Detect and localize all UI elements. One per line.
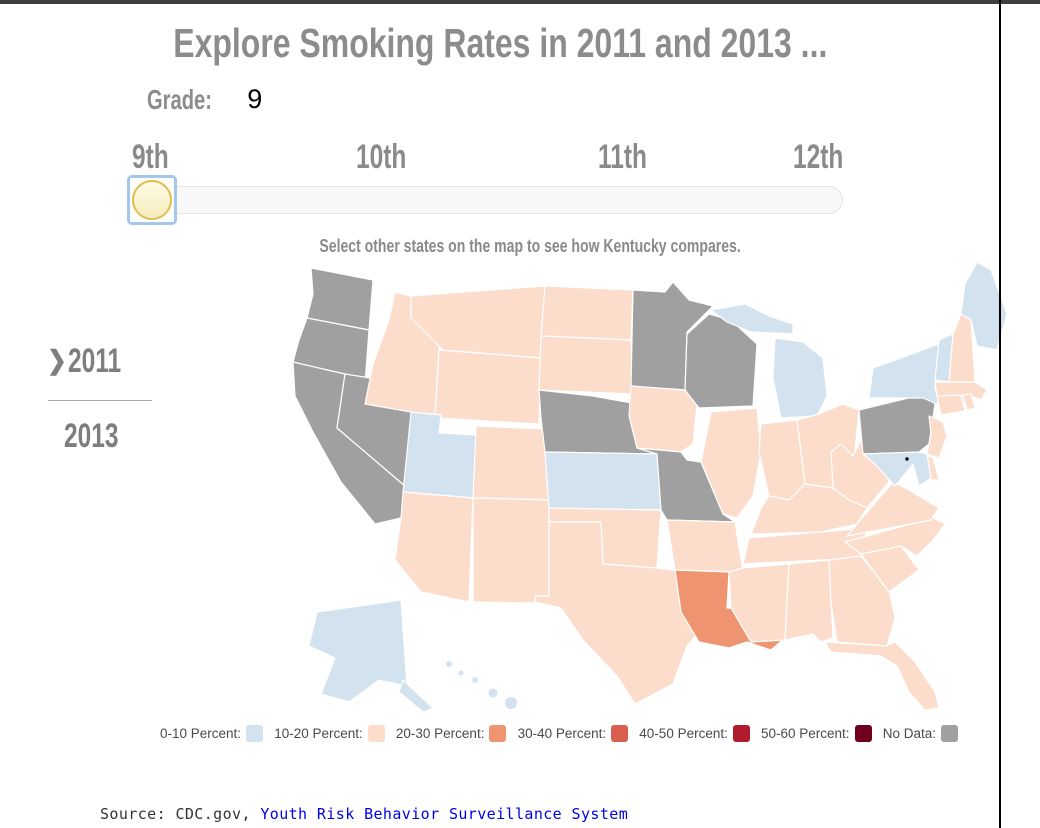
state-HI-island[interactable] xyxy=(446,661,452,667)
legend-label: No Data: xyxy=(882,726,936,741)
legend-label: 0-10 Percent: xyxy=(160,726,242,741)
source-text: Source: CDC.gov, Youth Risk Behavior Sur… xyxy=(100,805,628,823)
right-frame-line xyxy=(999,0,1001,828)
state-UT[interactable] xyxy=(402,411,477,499)
state-WY[interactable] xyxy=(434,349,542,425)
legend-label: 30-40 Percent: xyxy=(517,726,607,741)
tick-label-11th: 11th xyxy=(598,138,647,176)
state-RI[interactable] xyxy=(962,393,976,411)
tick-label-12th: 12th xyxy=(793,138,844,176)
year-2011-label: 2011 xyxy=(67,342,121,380)
legend-item: 30-40 Percent: xyxy=(518,725,629,742)
grade-label: Grade: xyxy=(147,84,212,115)
state-HI-island[interactable] xyxy=(472,677,478,683)
grade-slider-handle[interactable] xyxy=(127,175,177,225)
state-ME[interactable] xyxy=(960,261,1008,351)
state-IL[interactable] xyxy=(700,407,762,519)
year-item-2013[interactable]: 2013 xyxy=(46,417,166,461)
state-NC[interactable] xyxy=(844,517,946,557)
legend-item: 40-50 Percent: xyxy=(639,725,750,742)
legend-label: 50-60 Percent: xyxy=(761,726,850,741)
state-TX[interactable] xyxy=(534,521,714,705)
selected-year-chevron-icon: ❯ xyxy=(47,345,67,375)
legend-swatch xyxy=(246,725,264,742)
tick-label-9th: 9th xyxy=(132,138,169,176)
grade-value: 9 xyxy=(247,84,263,114)
state-NJ[interactable] xyxy=(926,415,948,459)
legend-swatch xyxy=(489,725,507,742)
state-FL[interactable] xyxy=(824,641,940,711)
legend-label: 20-30 Percent: xyxy=(395,726,485,741)
legend-item: No Data: xyxy=(883,725,958,742)
legend-item: 0-10 Percent: xyxy=(160,725,264,742)
legend-item: 50-60 Percent: xyxy=(761,725,872,742)
tick-label-10th: 10th xyxy=(356,138,407,176)
source-prefix: Source: CDC.gov, xyxy=(100,805,261,823)
state-HI-island[interactable] xyxy=(505,697,517,709)
year-2013-label: 2013 xyxy=(64,417,119,455)
dc-marker-dot xyxy=(905,457,909,461)
legend-swatch xyxy=(940,725,958,742)
state-MI[interactable] xyxy=(772,337,828,419)
state-AK[interactable] xyxy=(308,599,408,703)
page-title-text: Explore Smoking Rates in 2011 and 2013 .… xyxy=(172,20,828,66)
grade-readout: Grade: 9 xyxy=(147,84,262,116)
legend-swatch xyxy=(854,725,872,742)
legend-swatch xyxy=(732,725,750,742)
state-SD[interactable] xyxy=(538,335,634,395)
year-item-2011[interactable]: ❯2011 xyxy=(46,342,166,386)
state-PA[interactable] xyxy=(858,393,936,455)
us-map-svg xyxy=(292,261,1008,713)
state-AZ[interactable] xyxy=(394,491,474,603)
state-AR[interactable] xyxy=(666,519,744,573)
state-NH[interactable] xyxy=(948,313,976,383)
legend-label: 10-20 Percent: xyxy=(274,726,363,741)
us-choropleth-map xyxy=(283,256,1013,716)
source-link[interactable]: Youth Risk Behavior Surveillance System xyxy=(260,805,629,823)
year-nav: ❯2011 2013 xyxy=(46,342,166,461)
state-WI[interactable] xyxy=(684,313,758,409)
state-MO[interactable] xyxy=(636,447,736,523)
state-AK-panhandle[interactable] xyxy=(398,679,434,713)
grade-slider-track[interactable] xyxy=(131,186,843,214)
legend: 0-10 Percent: 10-20 Percent: 20-30 Percent… xyxy=(160,725,958,742)
state-IA[interactable] xyxy=(628,385,698,453)
legend-swatch xyxy=(611,725,629,742)
top-border-bar xyxy=(0,0,1040,4)
legend-label: 40-50 Percent: xyxy=(639,726,728,741)
state-ND[interactable] xyxy=(540,285,634,341)
page-title: Explore Smoking Rates in 2011 and 2013 .… xyxy=(0,20,1000,67)
state-HI-island[interactable] xyxy=(488,688,498,698)
slider-knob-icon xyxy=(132,180,172,220)
state-NM[interactable] xyxy=(472,497,550,604)
state-MI-upper[interactable] xyxy=(710,303,794,335)
legend-item: 10-20 Percent: xyxy=(274,725,385,742)
legend-item: 20-30 Percent: xyxy=(396,725,507,742)
state-HI-island[interactable] xyxy=(458,670,464,676)
state-CT[interactable] xyxy=(936,394,966,416)
legend-swatch xyxy=(367,725,385,742)
state-AL[interactable] xyxy=(784,559,834,643)
map-instruction: Select other states on the map to see ho… xyxy=(319,236,741,256)
state-MD[interactable] xyxy=(862,451,932,487)
state-KS[interactable] xyxy=(544,451,662,511)
year-divider xyxy=(48,400,152,401)
